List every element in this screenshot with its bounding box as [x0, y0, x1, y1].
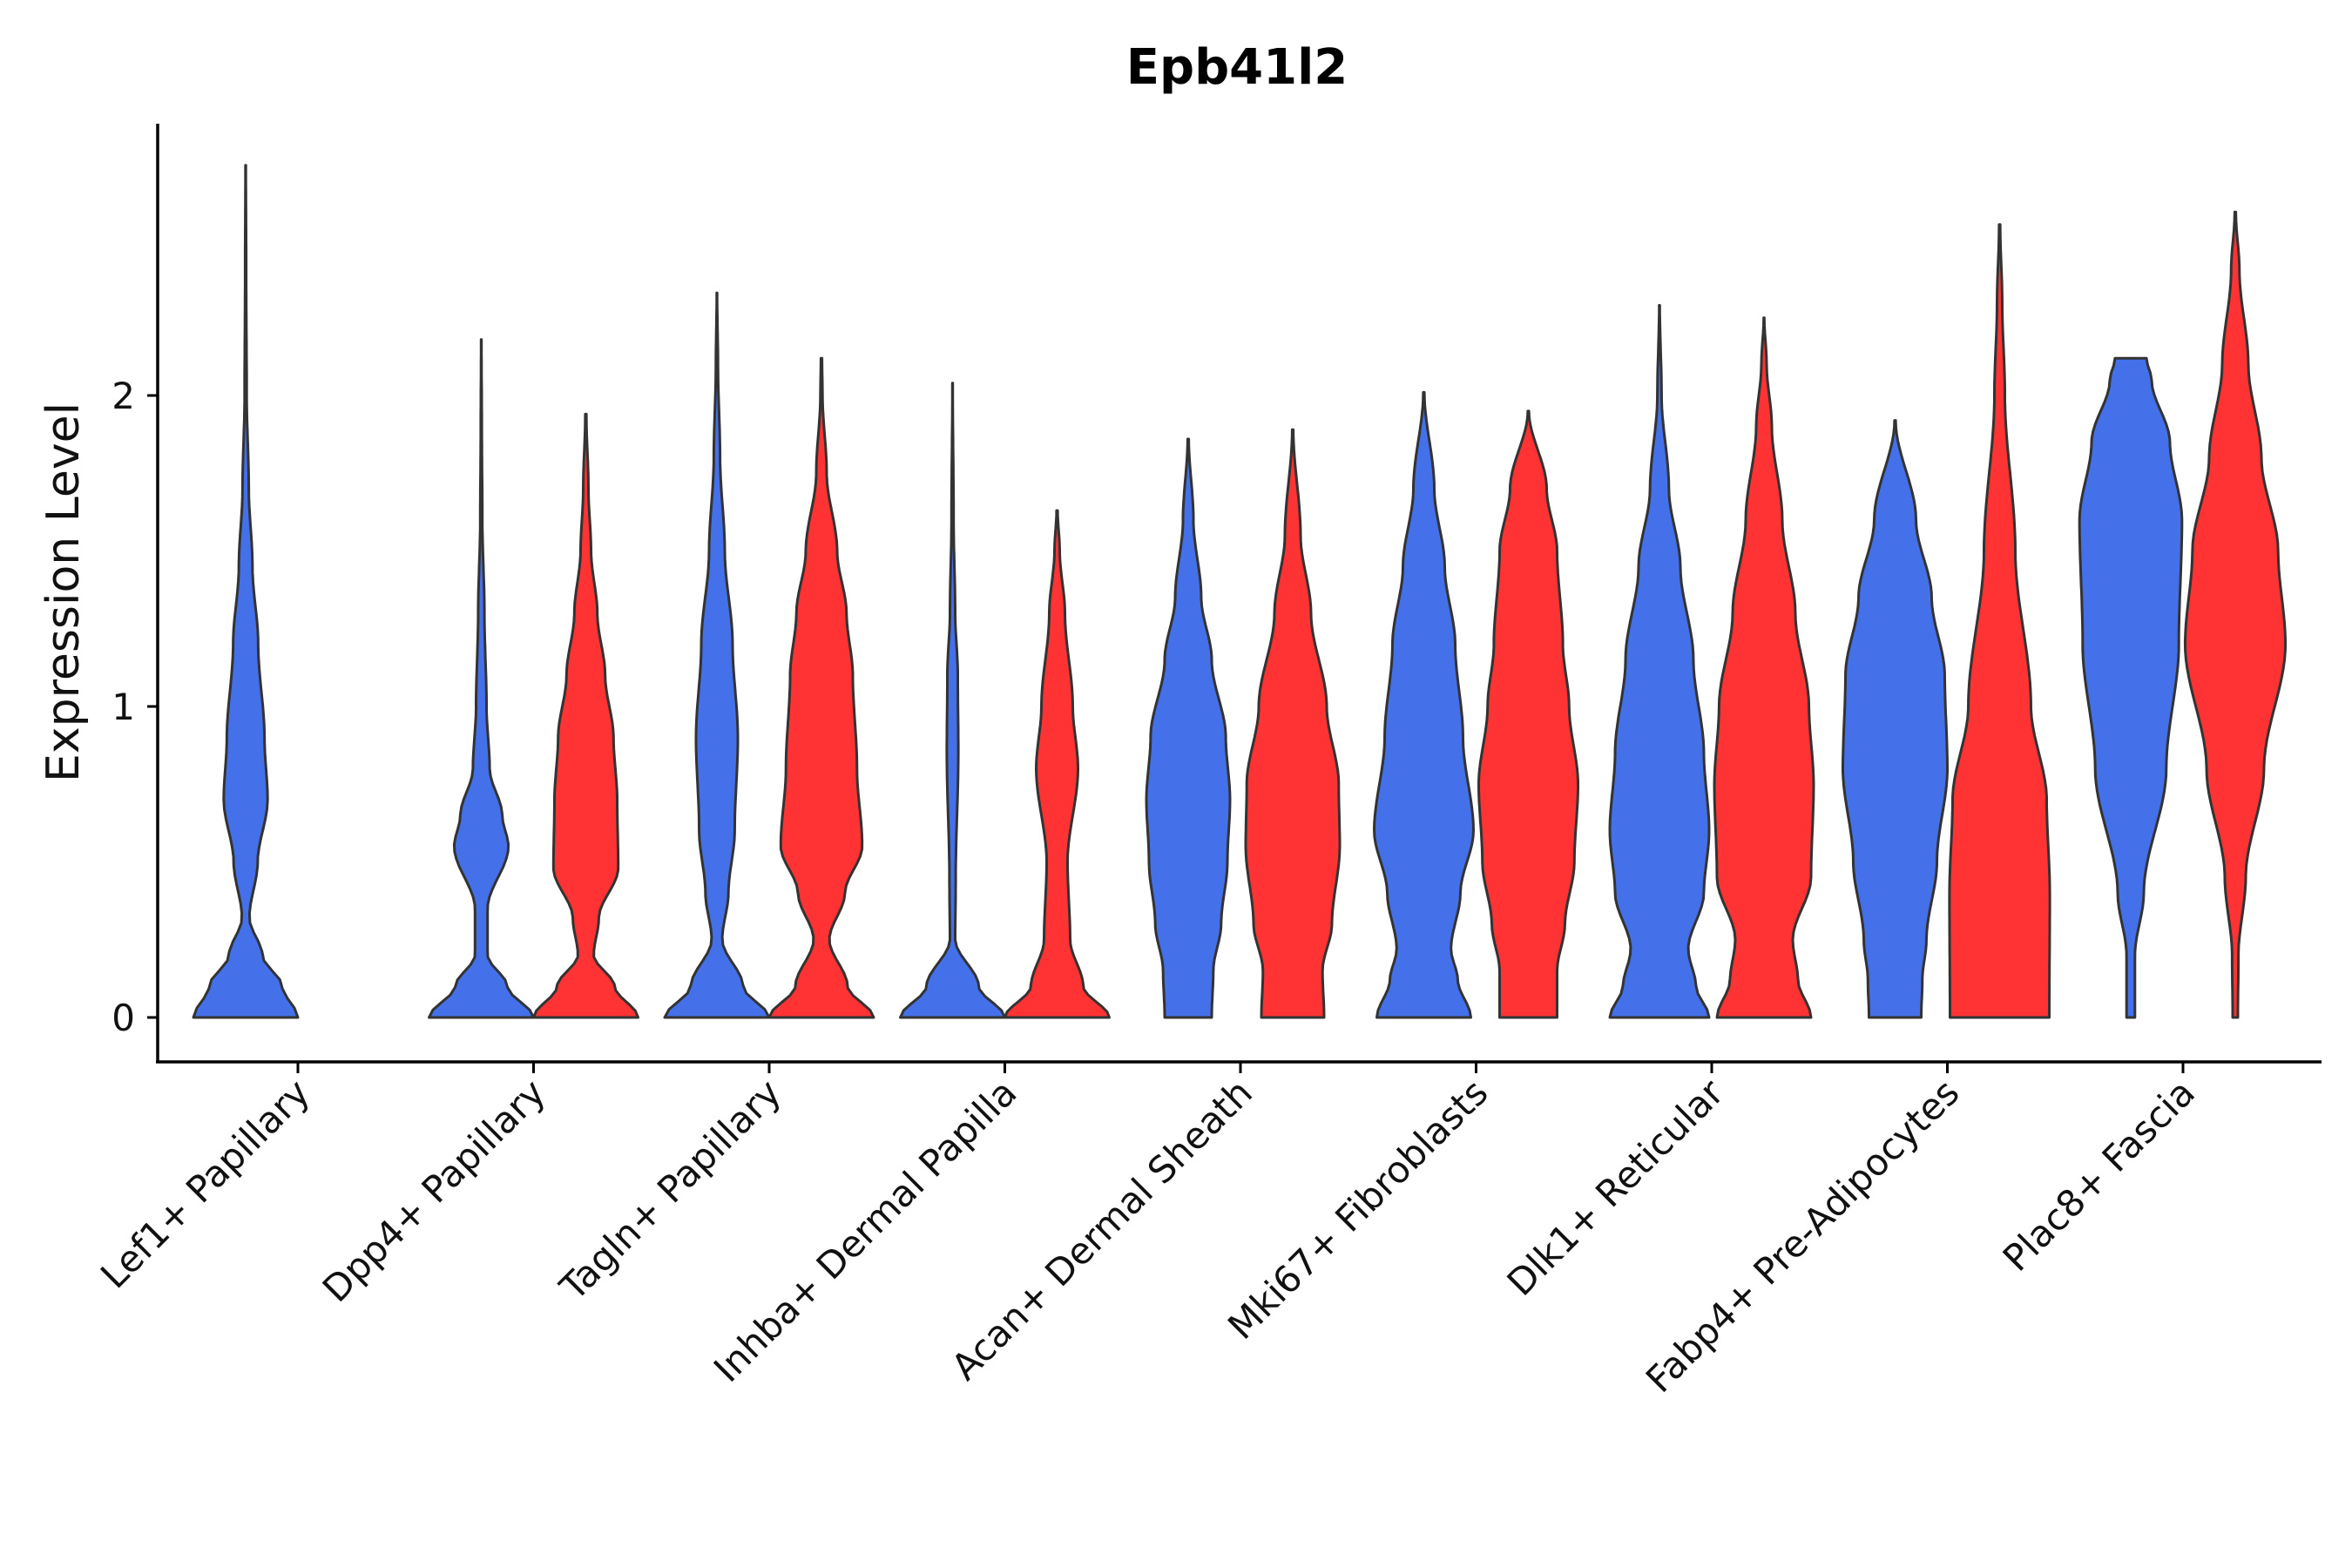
violin-blue	[428, 338, 535, 1019]
violin-red	[1477, 409, 1579, 1019]
y-axis-ticks: 0 1 2	[112, 375, 158, 1039]
violin-red	[1713, 316, 1815, 1019]
violin-blue	[663, 291, 771, 1019]
x-tick-label: Dlk1+ Reticular	[1499, 1071, 1733, 1304]
x-tick-label: Lef1+ Papillary	[92, 1071, 318, 1296]
violin-blue	[1842, 419, 1949, 1019]
violin-red	[1004, 509, 1111, 1019]
x-tick-label: Dpp4+ Papillary	[314, 1071, 554, 1310]
y-axis-label: Expression Level	[37, 402, 90, 782]
violin-red	[767, 356, 875, 1019]
x-tick-label: Mki67+ Fibroblasts	[1220, 1071, 1496, 1347]
violin-red	[1244, 428, 1342, 1019]
violins	[192, 164, 2288, 1019]
y-tick-label: 0	[112, 997, 135, 1039]
x-tick-label: Plac8+ Fascia	[1995, 1071, 2203, 1279]
violin-blue	[192, 164, 300, 1019]
violin-red	[532, 412, 639, 1019]
violin-blue	[1145, 437, 1232, 1019]
violin-blue	[1608, 304, 1711, 1019]
violin-red	[2183, 210, 2288, 1019]
x-tick-label: Tagln+ Papillary	[551, 1071, 789, 1308]
y-tick-label: 2	[112, 375, 135, 417]
y-tick-label: 1	[112, 686, 135, 728]
chart-title: Epb41l2	[1126, 39, 1348, 96]
violin-blue	[899, 382, 1006, 1019]
violin-red	[1948, 223, 2051, 1019]
violin-blue	[2078, 356, 2184, 1019]
violin-blue	[1373, 390, 1475, 1019]
